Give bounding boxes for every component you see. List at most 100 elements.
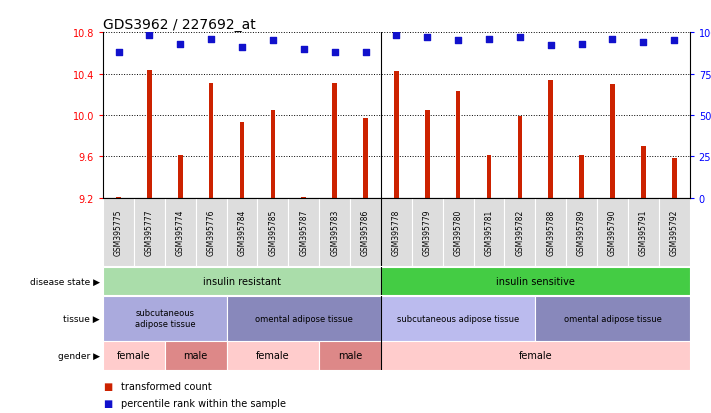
Bar <box>394 72 399 198</box>
Text: GSM395786: GSM395786 <box>361 209 370 256</box>
Point <box>606 36 618 43</box>
Bar <box>134 198 165 266</box>
Text: GSM395776: GSM395776 <box>207 209 215 256</box>
Bar <box>227 198 257 266</box>
Text: GSM395780: GSM395780 <box>454 209 463 256</box>
Bar <box>178 156 183 198</box>
Bar <box>548 81 553 198</box>
Text: female: female <box>117 351 151 361</box>
Bar <box>165 342 227 370</box>
Bar <box>456 92 461 198</box>
Text: insulin sensitive: insulin sensitive <box>496 276 574 286</box>
Bar <box>518 116 522 198</box>
Bar <box>535 198 566 266</box>
Bar <box>381 198 412 266</box>
Text: GSM395784: GSM395784 <box>237 209 247 256</box>
Text: disease state ▶: disease state ▶ <box>30 277 100 286</box>
Text: subcutaneous adipose tissue: subcutaneous adipose tissue <box>397 314 519 323</box>
Text: GSM395774: GSM395774 <box>176 209 185 256</box>
Bar <box>319 198 350 266</box>
Text: omental adipose tissue: omental adipose tissue <box>255 314 353 323</box>
Text: GSM395775: GSM395775 <box>114 209 123 256</box>
Text: GSM395782: GSM395782 <box>515 209 525 255</box>
Bar <box>350 198 381 266</box>
Point <box>638 40 649 46</box>
Bar <box>641 147 646 198</box>
Point <box>452 38 464 45</box>
Text: GSM395781: GSM395781 <box>484 209 493 255</box>
Text: GSM395790: GSM395790 <box>608 209 617 256</box>
Bar <box>103 296 227 341</box>
Bar <box>597 198 628 266</box>
Bar <box>628 198 659 266</box>
Text: GSM395783: GSM395783 <box>330 209 339 256</box>
Bar <box>257 198 289 266</box>
Text: female: female <box>518 351 552 361</box>
Text: GSM395777: GSM395777 <box>145 209 154 256</box>
Text: tissue ▶: tissue ▶ <box>63 314 100 323</box>
Bar <box>116 197 121 198</box>
Text: gender ▶: gender ▶ <box>58 351 100 360</box>
Bar <box>301 197 306 198</box>
Bar <box>535 296 690 341</box>
Bar <box>227 342 319 370</box>
Text: GSM395791: GSM395791 <box>639 209 648 256</box>
Bar <box>672 159 677 198</box>
Text: GSM395785: GSM395785 <box>268 209 277 256</box>
Point <box>236 45 247 51</box>
Bar <box>504 198 535 266</box>
Bar <box>610 85 615 198</box>
Bar <box>240 123 245 198</box>
Point <box>113 50 124 56</box>
Point <box>545 43 557 50</box>
Bar <box>579 156 584 198</box>
Bar <box>103 342 165 370</box>
Bar <box>332 83 337 198</box>
Bar <box>209 83 213 198</box>
Text: GSM395787: GSM395787 <box>299 209 309 256</box>
Text: GSM395788: GSM395788 <box>546 209 555 255</box>
Bar <box>103 267 381 295</box>
Bar <box>412 198 443 266</box>
Text: GSM395792: GSM395792 <box>670 209 679 256</box>
Bar <box>147 71 151 198</box>
Text: male: male <box>338 351 362 361</box>
Point <box>144 33 155 40</box>
Bar <box>381 342 690 370</box>
Text: ■: ■ <box>103 398 112 408</box>
Text: male: male <box>183 351 208 361</box>
Bar <box>425 110 429 198</box>
Text: transformed count: transformed count <box>121 381 212 391</box>
Point <box>390 33 402 40</box>
Text: GSM395778: GSM395778 <box>392 209 401 256</box>
Text: percentile rank within the sample: percentile rank within the sample <box>121 398 286 408</box>
Text: insulin resistant: insulin resistant <box>203 276 281 286</box>
Text: female: female <box>256 351 289 361</box>
Point <box>668 38 680 45</box>
Point <box>205 36 217 43</box>
Bar <box>289 198 319 266</box>
Point <box>422 35 433 41</box>
Bar <box>363 119 368 198</box>
Text: GSM395779: GSM395779 <box>423 209 432 256</box>
Text: GSM395789: GSM395789 <box>577 209 586 256</box>
Point <box>329 50 341 56</box>
Point <box>360 50 371 56</box>
Point <box>483 36 495 43</box>
Point <box>298 46 309 53</box>
Text: subcutaneous
adipose tissue: subcutaneous adipose tissue <box>134 309 195 328</box>
Point <box>175 41 186 48</box>
Bar <box>381 267 690 295</box>
Bar <box>103 198 134 266</box>
Bar <box>165 198 196 266</box>
Bar <box>443 198 474 266</box>
Bar <box>566 198 597 266</box>
Text: ■: ■ <box>103 381 112 391</box>
Bar <box>271 110 275 198</box>
Point <box>576 41 587 48</box>
Point <box>514 35 525 41</box>
Bar <box>659 198 690 266</box>
Bar <box>381 296 535 341</box>
Bar <box>227 296 381 341</box>
Bar <box>196 198 227 266</box>
